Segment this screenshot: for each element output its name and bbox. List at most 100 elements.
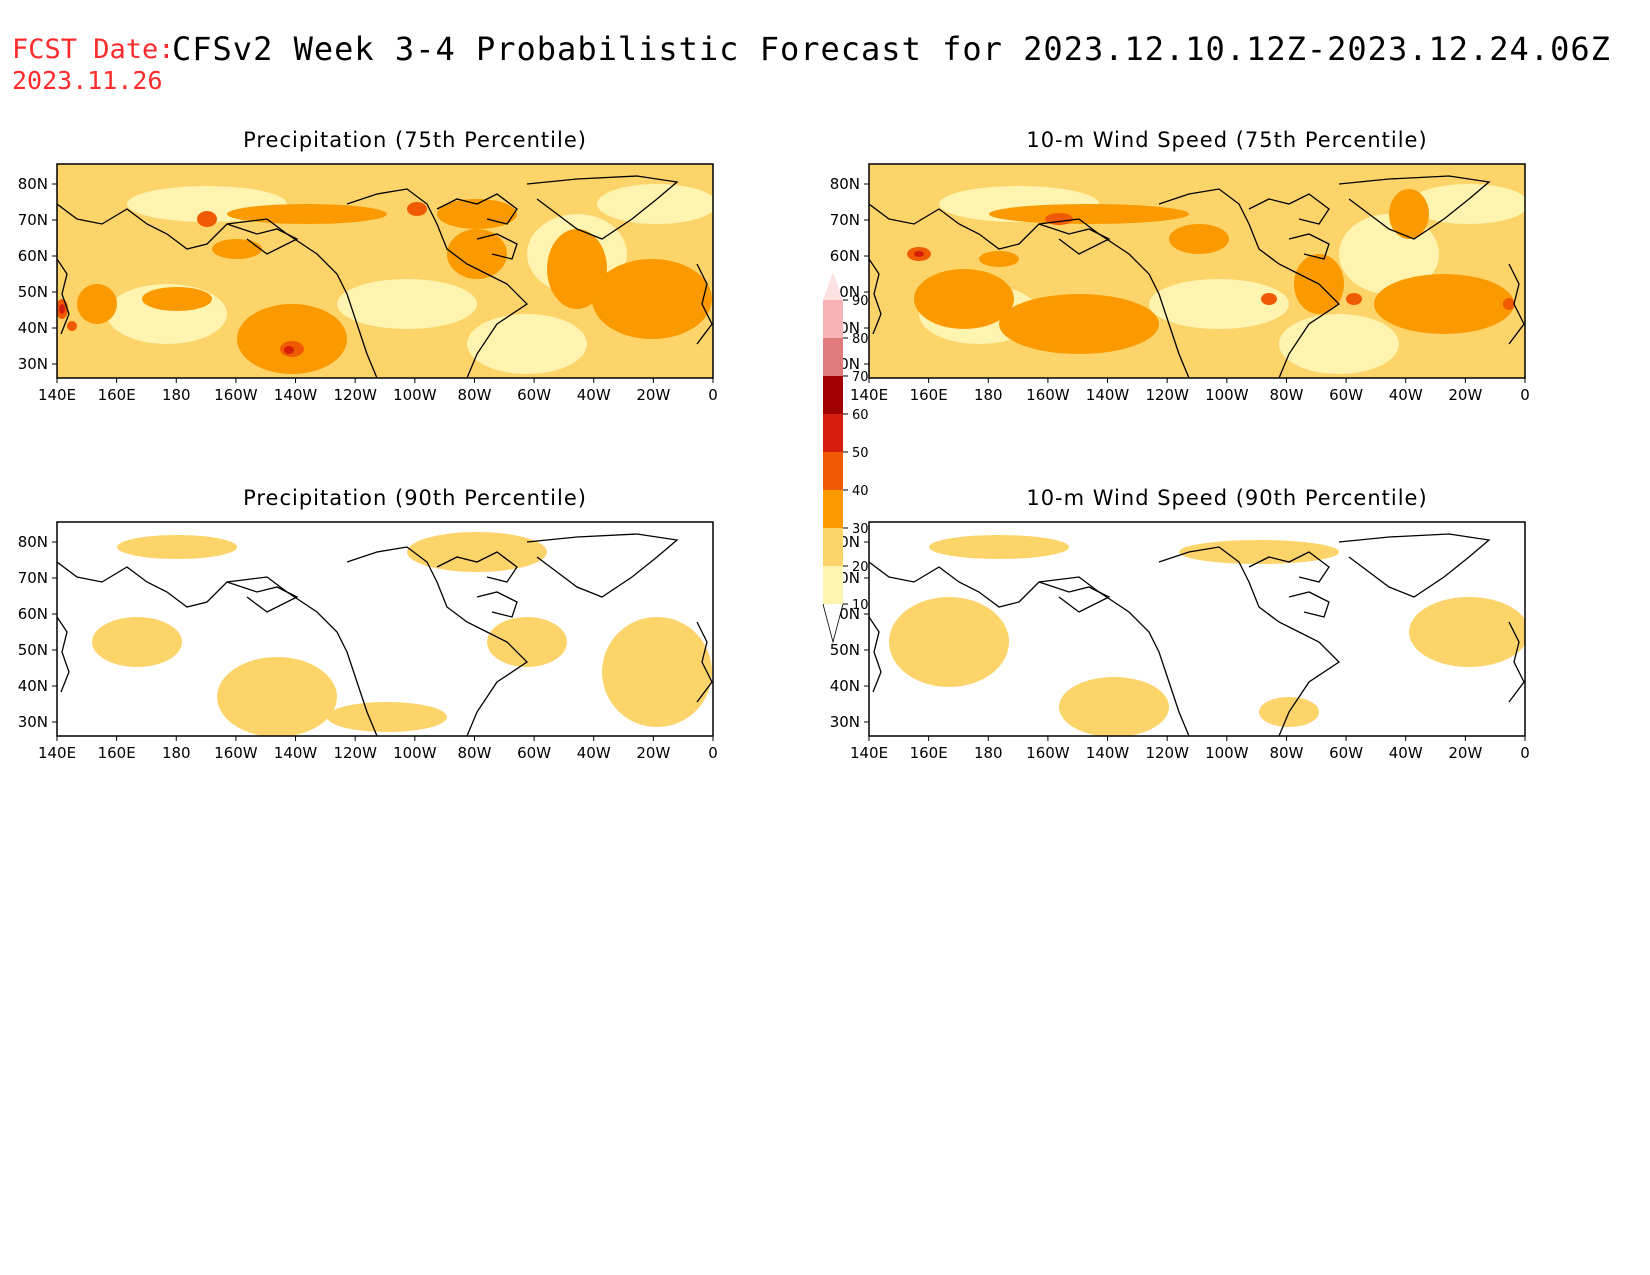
prob-region <box>1169 224 1229 254</box>
prob-region <box>1409 597 1525 667</box>
lat-tick-label: 50N <box>830 641 860 659</box>
lon-tick-label: 120W <box>1145 386 1189 404</box>
lon-tick-label: 180 <box>162 386 191 404</box>
legend-label: 60 <box>852 408 869 423</box>
prob-region <box>1261 293 1277 305</box>
map-wind-90: 140E 160E 180 160W 140W 120W 100W 80W 60W 40W 20W 0… <box>830 521 1530 762</box>
lat-tick-label: 40N <box>18 319 48 337</box>
lon-tick-label: 40W <box>1389 386 1423 404</box>
prob-region <box>989 204 1189 224</box>
prob-region <box>889 597 1009 687</box>
prob-region <box>547 229 607 309</box>
lon-tick-label: 160W <box>1026 386 1070 404</box>
lon-tick-label: 120W <box>333 386 377 404</box>
lon-tick-label: 0 <box>1520 386 1530 404</box>
lon-tick-label: 180 <box>974 386 1003 404</box>
prob-region <box>1389 189 1429 239</box>
coastline <box>696 263 713 345</box>
figure-title: CFSv2 Week 3-4 Probabilistic Forecast fo… <box>172 30 1611 68</box>
coastline <box>869 258 882 335</box>
map-frame <box>56 521 714 737</box>
legend-top-arrow <box>823 272 843 300</box>
lat-tick-label: 30N <box>18 713 48 731</box>
panel-precip-90: Precipitation (90th Percentile) 140E 160E… <box>0 486 790 806</box>
coastline <box>1038 581 1111 613</box>
prob-region <box>914 269 1014 329</box>
lon-tick-label: 140E <box>38 744 76 762</box>
coastline <box>869 616 882 693</box>
map-precip-75: 140E 160E 180 160W 140W 120W 100W 80W 60W 40W 20W 0… <box>18 163 718 404</box>
coastline <box>1288 591 1330 618</box>
lat-tick-label: 30N <box>18 355 48 373</box>
panel-precip-75: Precipitation (75th Percentile) 140E 160E… <box>0 128 790 448</box>
prob-region <box>979 251 1019 267</box>
lon-tick-label: 120W <box>333 744 377 762</box>
map-frame <box>56 163 714 379</box>
field-layer <box>57 522 713 736</box>
lon-tick-label: 20W <box>636 386 670 404</box>
coastline <box>1248 193 1330 225</box>
lat-tick-label: 60N <box>830 247 860 265</box>
panel-title: Precipitation (75th Percentile) <box>243 128 587 152</box>
lon-tick-label: 20W <box>1448 744 1482 762</box>
coastline <box>1158 546 1341 736</box>
coastline <box>57 616 70 693</box>
prob-region <box>1374 274 1514 334</box>
prob-region <box>142 287 212 311</box>
field-layer <box>869 522 1525 736</box>
coastline <box>57 258 70 335</box>
coastline <box>1248 551 1330 583</box>
prob-region <box>487 617 567 667</box>
lon-tick-label: 40W <box>577 386 611 404</box>
coastline <box>1338 533 1491 598</box>
map-frame <box>868 163 1526 379</box>
prob-region <box>597 184 713 224</box>
prob-region <box>407 532 547 572</box>
lon-tick-label: 140E <box>850 744 888 762</box>
coastline <box>226 223 299 255</box>
prob-region <box>447 229 507 279</box>
prob-region <box>337 279 477 329</box>
coastline <box>1038 223 1111 255</box>
lon-tick-label: 80W <box>457 744 491 762</box>
field-layer <box>57 164 713 378</box>
coastline <box>1508 621 1525 703</box>
coastline <box>476 233 518 260</box>
lat-tick-label: 40N <box>830 677 860 695</box>
panel-title: 10-m Wind Speed (90th Percentile) <box>1026 486 1428 510</box>
lon-tick-label: 80W <box>1269 744 1303 762</box>
lon-tick-label: 160W <box>1026 744 1070 762</box>
lon-tick-label: 160E <box>98 386 136 404</box>
legend-swatch <box>823 376 843 414</box>
lat-tick-label: 80N <box>18 533 48 551</box>
coastline <box>1508 263 1525 345</box>
lat-tick-label: 70N <box>830 211 860 229</box>
prob-region <box>67 321 77 331</box>
legend-swatch <box>823 566 843 604</box>
prob-region <box>1346 293 1362 305</box>
prob-region <box>237 304 347 374</box>
legend-label: 30 <box>852 522 869 537</box>
prob-region <box>1059 677 1169 736</box>
prob-region <box>59 304 65 314</box>
map-wind-75: 140E 160E 180 160W 140W 120W 100W 80W 60W 40W 20W 0… <box>830 163 1530 404</box>
legend-swatch <box>823 414 843 452</box>
lat-tick-label: 30N <box>830 713 860 731</box>
lat-tick-label: 50N <box>18 641 48 659</box>
panel-title: 10-m Wind Speed (75th Percentile) <box>1026 128 1428 152</box>
lat-tick-label: 50N <box>18 283 48 301</box>
lat-tick-label: 80N <box>18 175 48 193</box>
lon-tick-label: 100W <box>1205 744 1249 762</box>
lon-tick-label: 80W <box>457 386 491 404</box>
lon-tick-label: 0 <box>708 386 718 404</box>
prob-region <box>92 617 182 667</box>
lon-tick-label: 0 <box>1520 744 1530 762</box>
lon-tick-label: 100W <box>1205 386 1249 404</box>
legend-bottom-arrow <box>822 603 844 644</box>
prob-region <box>602 617 712 727</box>
lon-tick-label: 140W <box>274 744 318 762</box>
legend-swatch <box>823 452 843 490</box>
legend-swatch <box>823 528 843 566</box>
lon-tick-label: 80W <box>1269 386 1303 404</box>
field-layer <box>869 164 1525 378</box>
